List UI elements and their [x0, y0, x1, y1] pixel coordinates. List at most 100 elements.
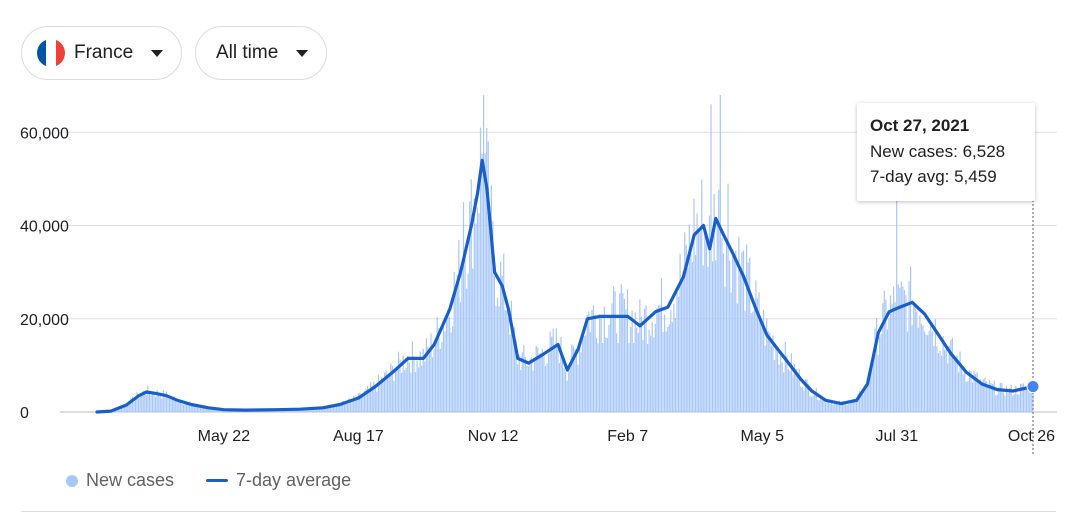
new-cases-bar [742, 250, 745, 412]
new-cases-bar [974, 374, 977, 412]
new-cases-bar [657, 305, 660, 412]
new-cases-bar [849, 402, 851, 412]
new-cases-bar [967, 381, 969, 412]
new-cases-bar [176, 402, 178, 412]
new-cases-bar [351, 399, 353, 412]
country-selector[interactable]: France [21, 26, 182, 80]
new-cases-bar [855, 398, 858, 412]
new-cases-bar [325, 408, 327, 412]
new-cases-bar [546, 363, 548, 412]
new-cases-bar [749, 257, 751, 412]
new-cases-bar [131, 396, 133, 412]
new-cases-bar [727, 183, 729, 412]
new-cases-bar [908, 281, 910, 412]
chart-legend: New cases 7-day average [66, 470, 351, 491]
new-cases-bar [640, 316, 642, 412]
new-cases-bar [766, 318, 768, 412]
new-cases-bar [982, 379, 984, 412]
new-cases-bar [705, 240, 707, 412]
new-cases-bar [445, 319, 448, 412]
new-cases-bar [555, 328, 557, 412]
new-cases-bar [698, 232, 700, 412]
new-cases-bar [899, 287, 901, 412]
new-cases-bar [673, 303, 675, 412]
new-cases-bar [880, 334, 882, 412]
new-cases-bar [117, 407, 120, 412]
new-cases-legend-swatch [66, 474, 78, 487]
new-cases-bar [385, 370, 387, 412]
new-cases-bar [724, 286, 726, 412]
new-cases-bar [558, 363, 560, 412]
new-cases-bar [862, 394, 864, 412]
new-cases-bar [922, 325, 924, 412]
new-cases-bar [647, 344, 649, 412]
new-cases-bar [467, 273, 469, 412]
new-cases-bar [854, 399, 856, 412]
new-cases-bar [715, 260, 717, 412]
period-selector[interactable]: All time [195, 26, 327, 80]
new-cases-bar [306, 408, 308, 412]
new-cases-bar [821, 397, 824, 412]
new-cases-bar [198, 406, 200, 412]
new-cases-bar [360, 396, 362, 412]
new-cases-bar [660, 278, 663, 412]
new-cases-bar [1019, 383, 1022, 412]
new-cases-bar [866, 378, 868, 412]
new-cases-bar [792, 374, 794, 412]
new-cases-bar [739, 272, 742, 412]
new-cases-bar [374, 386, 376, 412]
y-tick-label: 20,000 [20, 312, 69, 329]
new-cases-bar [155, 396, 157, 412]
new-cases-bar [1002, 392, 1005, 412]
new-cases-bar [809, 395, 811, 412]
new-cases-bar [900, 281, 902, 412]
new-cases-bar [770, 345, 772, 412]
new-cases-bar [571, 344, 573, 412]
new-cases-bar [1010, 384, 1012, 412]
new-cases-bar [984, 377, 986, 412]
new-cases-bar [490, 185, 492, 412]
new-cases-bar [961, 364, 963, 412]
new-cases-bar [582, 332, 584, 412]
new-cases-bar [1018, 394, 1020, 412]
new-cases-bar [319, 407, 321, 412]
new-cases-bar [738, 236, 740, 412]
new-cases-bar [172, 398, 174, 412]
new-cases-bar [515, 340, 517, 412]
new-cases-bar [902, 286, 904, 412]
new-cases-bar [461, 269, 463, 412]
new-cases-bar [441, 342, 443, 412]
new-cases-bar [800, 386, 802, 412]
new-cases-bar [843, 401, 845, 412]
new-cases-bar [947, 363, 949, 412]
new-cases-bar [871, 368, 873, 412]
new-cases-bar [1012, 395, 1014, 412]
new-cases-bar [968, 370, 970, 412]
new-cases-bar [481, 153, 483, 412]
y-tick-label: 40,000 [20, 219, 69, 236]
new-cases-bar [458, 240, 460, 412]
new-cases-bar [838, 400, 841, 412]
new-cases-bar [472, 268, 474, 412]
new-cases-bar [769, 332, 771, 412]
new-cases-bar [512, 325, 514, 412]
new-cases-bar [735, 250, 737, 412]
new-cases-bar [619, 293, 621, 412]
new-cases-bar [487, 141, 489, 413]
new-cases-bar [535, 345, 537, 412]
new-cases-bar [145, 395, 147, 412]
new-cases-bar [206, 408, 208, 412]
new-cases-bar [923, 331, 926, 412]
new-cases-bar [520, 370, 522, 412]
new-cases-bar [611, 303, 613, 412]
new-cases-bar [568, 369, 570, 412]
new-cases-bar [804, 379, 806, 412]
new-cases-bar [500, 261, 502, 412]
average-legend-swatch [206, 479, 229, 482]
new-cases-bar [701, 179, 703, 412]
new-cases-bar [1015, 385, 1017, 412]
new-cases-bar [681, 279, 683, 412]
new-cases-bar [885, 299, 887, 412]
new-cases-bar [817, 399, 819, 412]
